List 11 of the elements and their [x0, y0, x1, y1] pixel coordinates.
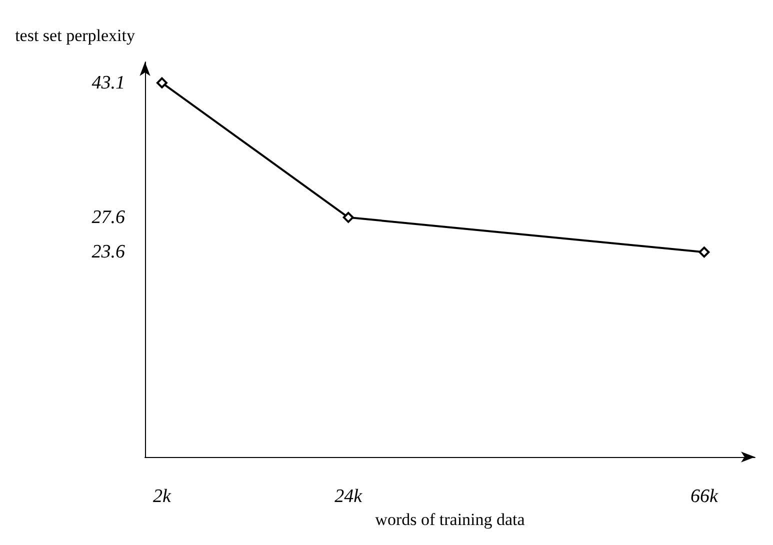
x-tick-label: 24k	[334, 486, 363, 507]
point	[342, 212, 354, 223]
y-tick-label: 23.6	[92, 242, 126, 263]
point	[156, 77, 168, 88]
y-tick-label: 43.1	[92, 72, 125, 94]
x-axis-title: words of training data	[375, 510, 526, 529]
x-tick-label: 66k	[690, 486, 718, 507]
x-tick-label: 2k	[152, 486, 172, 507]
y-tick-label: 27.6	[92, 206, 126, 228]
point	[698, 246, 710, 258]
y-axis-title: test set perplexity	[15, 26, 136, 45]
